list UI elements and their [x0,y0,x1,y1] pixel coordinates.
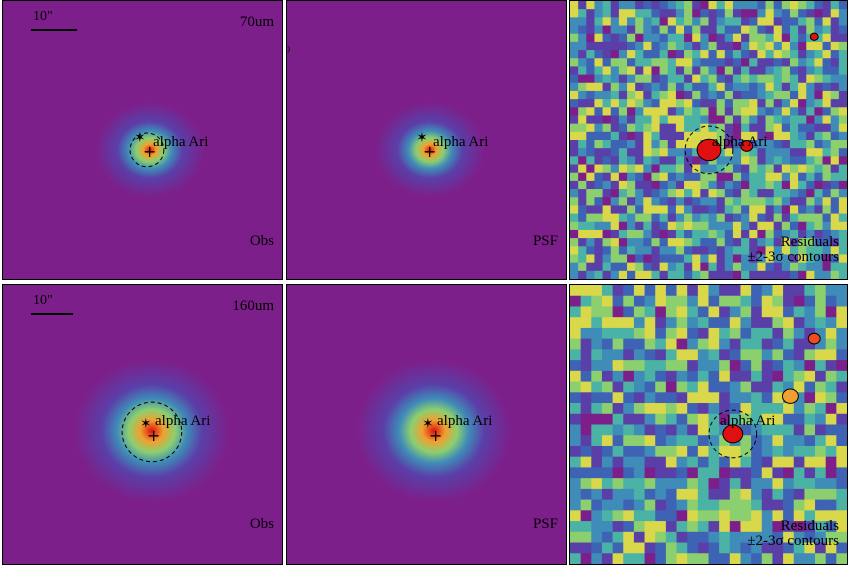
panel-160um-residuals: alpha Ari Residuals ±2-3σ contours [569,284,848,565]
image-70um-psf: ✶ + 30 [287,1,566,279]
panel-label: PSF [532,516,558,532]
scale-bar [31,29,77,31]
source-label: alpha Ari [437,413,493,429]
plus-marker: + [147,426,160,445]
image-70um-residuals [570,1,847,279]
star-marker: ✶ [134,130,146,146]
image-70um-obs: ✶ + [3,1,282,279]
panel-160um-psf: ✶ + alpha Ari PSF [286,284,567,565]
plus-marker: + [429,426,442,445]
source-label: alpha Ari [433,134,489,150]
star-marker: ✶ [140,416,152,432]
image-160um-residuals [570,285,847,564]
scale-bar-label: 10" [33,293,53,308]
scale-bar [31,313,73,315]
residuals-label: Residuals ±2-3σ contours [747,519,839,549]
source-label: alpha Ari [712,134,768,150]
residuals-label: Residuals ±2-3σ contours [747,235,839,265]
panel-160um-obs: ✶ + 10" alpha Ari 160um Obs [2,284,283,565]
panel-70um-psf: ✶ + 30 alpha Ari PSF [286,0,567,280]
source-label: alpha Ari [153,134,209,150]
panel-label: Obs [249,233,274,249]
image-160um-obs: ✶ + [3,285,282,564]
band-label: 70um [239,14,274,30]
band-label: 160um [232,298,274,314]
scale-bar-label: 10" [33,9,53,24]
aperture-circle [121,401,183,463]
residuals-title: Residuals [780,234,839,250]
panel-70um-residuals: alpha Ari Residuals ±2-3σ contours [569,0,848,280]
residuals-contours: ±2-3σ contours [747,533,839,549]
source-label: alpha Ari [155,413,211,429]
panel-label: PSF [532,233,558,249]
star-marker: ✶ [416,130,428,146]
residuals-title: Residuals [780,518,839,534]
star-marker: ✶ [422,416,434,432]
aperture-circle [129,132,165,168]
image-160um-psf: ✶ + [287,285,566,564]
axis-tick-label: 30 [287,45,291,55]
plus-marker: + [143,142,156,161]
plus-marker: + [423,142,436,161]
source-label: alpha Ari [720,413,776,429]
panel-70um-obs: ✶ + 10" alpha Ari 70um Obs [2,0,283,280]
panel-label: Obs [249,516,274,532]
residuals-contours: ±2-3σ contours [747,249,839,265]
